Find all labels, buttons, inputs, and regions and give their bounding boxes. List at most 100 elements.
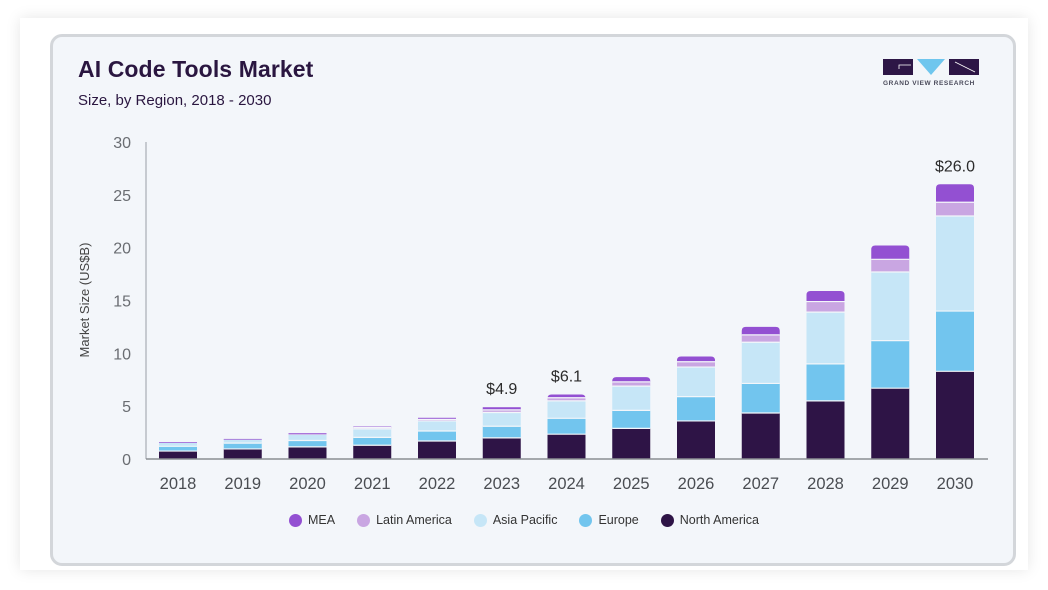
bar-segment-north-america	[871, 388, 910, 459]
bar-segment-mea	[612, 377, 651, 382]
chart-title: AI Code Tools Market	[78, 56, 314, 82]
legend-label: Asia Pacific	[492, 513, 558, 527]
bar-segment-europe	[612, 410, 651, 429]
legend-dot-icon	[289, 513, 303, 527]
bar-segment-north-america	[288, 446, 327, 459]
y-tick-label: 0	[122, 452, 131, 469]
bar-segment-asia-pacific	[482, 412, 521, 427]
total-value-label: $26.0	[935, 158, 975, 175]
x-tick-label: 2029	[872, 475, 909, 493]
bar-segment-asia-pacific	[547, 400, 586, 419]
bar-segment-north-america	[418, 441, 456, 459]
logo-left-line	[898, 64, 911, 69]
chart-panel	[50, 34, 1016, 566]
bar-segment-north-america	[547, 434, 586, 459]
y-axis-label: Market Size (US$B)	[77, 243, 92, 358]
bar-stack-2025	[612, 377, 651, 459]
legend-item-asia-pacific[interactable]: Asia Pacific	[473, 513, 558, 527]
bar-segment-latin-america	[741, 334, 780, 343]
x-tick-label: 2030	[937, 475, 974, 493]
bar-segment-north-america	[353, 445, 392, 459]
bar-segment-mea	[288, 433, 327, 434]
bar-segment-asia-pacific	[806, 312, 845, 364]
bar-stack-2024	[547, 394, 586, 459]
bar-stack-2020	[288, 433, 327, 459]
bar-segment-mea	[871, 245, 910, 260]
bar-segment-europe	[741, 383, 780, 414]
bar-segment-mea	[741, 326, 780, 335]
bar-segment-north-america	[806, 400, 845, 459]
bar-segment-latin-america	[612, 381, 651, 387]
legend-dot-icon	[357, 513, 371, 527]
bar-segment-mea	[159, 442, 197, 443]
bar-segment-north-america	[159, 451, 197, 459]
bar-segment-asia-pacific	[288, 434, 327, 441]
bar-segment-europe	[223, 443, 262, 449]
grand-view-research-logo	[883, 59, 979, 75]
bar-segment-latin-america	[418, 419, 456, 421]
x-tick-label: 2026	[678, 475, 715, 493]
y-tick-label: 30	[113, 135, 131, 152]
y-tick-label: 25	[113, 188, 131, 205]
bar-segment-europe	[288, 440, 327, 447]
bar-segment-asia-pacific	[612, 386, 651, 411]
bar-segment-europe	[547, 418, 586, 435]
bar-segment-europe	[677, 396, 715, 421]
legend-label: MEA	[308, 513, 336, 527]
bar-segment-asia-pacific	[353, 428, 392, 438]
bar-segment-north-america	[223, 448, 262, 459]
legend-label: North America	[679, 513, 759, 527]
legend-label: Europe	[598, 513, 639, 527]
legend-item-europe[interactable]: Europe	[579, 513, 639, 527]
bar-segment-europe	[936, 311, 974, 372]
bar-segment-mea	[936, 184, 974, 203]
y-axis-ticks: 0 5 10 15 20 25 30	[113, 135, 131, 469]
bar-segment-latin-america	[288, 433, 327, 435]
logo-left-block	[883, 59, 913, 75]
bar-stack-2028	[806, 290, 845, 459]
bar-segment-mea	[806, 290, 845, 302]
legend-item-north-america[interactable]: North America	[660, 513, 759, 527]
bar-segment-latin-america	[547, 397, 586, 401]
bar-segment-north-america	[482, 437, 521, 459]
y-tick-label: 5	[122, 399, 131, 416]
x-axis-ticks: 2018 2019 2020 2021 2022 2023 2024 2025 2026 2027…	[160, 475, 974, 493]
bar-segment-europe	[353, 437, 392, 446]
legend-dot-icon	[473, 513, 487, 527]
bar-stack-2027	[741, 326, 780, 459]
bar-segment-north-america	[741, 413, 780, 459]
logo-text: GRAND VIEW RESEARCH	[883, 80, 975, 87]
bar-stack-2018	[159, 442, 197, 459]
legend-dot-icon	[579, 513, 593, 527]
logo-triangle	[917, 59, 945, 75]
legend-dot-icon	[660, 513, 674, 527]
x-tick-label: 2025	[613, 475, 650, 493]
bar-segment-mea	[482, 407, 521, 410]
total-value-label: $4.9	[486, 381, 517, 398]
bar-segment-asia-pacific	[677, 367, 715, 397]
legend-item-mea[interactable]: MEA	[289, 513, 335, 527]
bar-segment-mea	[677, 356, 715, 362]
bar-segment-north-america	[612, 428, 651, 459]
bars	[159, 184, 974, 459]
bar-segment-latin-america	[871, 259, 910, 272]
bar-segment-latin-america	[353, 427, 392, 429]
legend-item-latin-america[interactable]: Latin America	[357, 513, 452, 527]
x-tick-label: 2028	[807, 475, 844, 493]
bar-segment-latin-america	[482, 409, 521, 413]
bar-stack-2022	[418, 417, 456, 459]
bar-segment-asia-pacific	[936, 215, 974, 312]
bar-segment-europe	[159, 446, 197, 452]
bar-stack-2019	[223, 438, 262, 459]
logo-right-line	[954, 61, 976, 73]
bar-segment-asia-pacific	[159, 442, 197, 447]
chart-subtitle: Size, by Region, 2018 - 2030	[78, 92, 272, 109]
bar-stack-2023	[482, 407, 521, 459]
bar-segment-europe	[418, 430, 456, 442]
bar-segment-asia-pacific	[418, 420, 456, 431]
x-tick-label: 2019	[224, 475, 261, 493]
x-tick-label: 2024	[548, 475, 585, 493]
x-tick-label: 2018	[160, 475, 197, 493]
y-tick-label: 15	[113, 294, 131, 311]
